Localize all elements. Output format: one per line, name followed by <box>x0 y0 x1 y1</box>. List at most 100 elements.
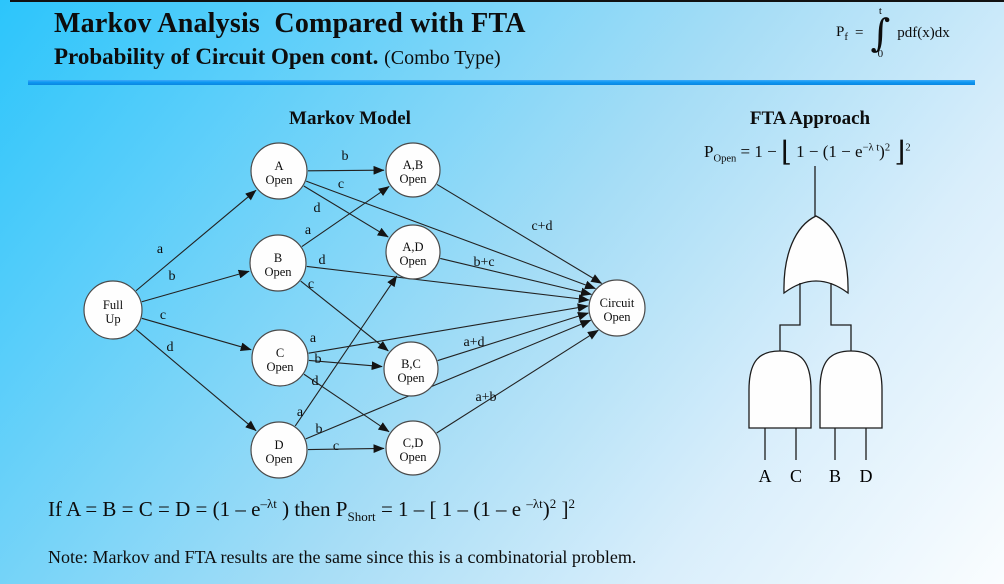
markov-edge-c-bc <box>308 359 383 371</box>
markov-edge-label: b <box>169 269 176 284</box>
markov-edge-bc-circuit <box>437 311 589 362</box>
slide-title: Markov Analysis Compared with FTA <box>54 8 526 39</box>
formula-segment: 2 <box>549 496 557 511</box>
markov-node-label: Open <box>397 371 425 385</box>
markov-edge-label: b <box>342 149 349 164</box>
markov-node-label: Open <box>265 452 293 466</box>
gate-input-label-a: A <box>759 466 772 486</box>
markov-edge-c-circuit <box>308 303 589 354</box>
markov-node-label: A,B <box>403 158 424 172</box>
markov-edge-c-cd <box>303 373 390 433</box>
markov-edge-ad-circuit <box>440 257 592 297</box>
markov-edge-label: c+d <box>531 219 552 234</box>
markov-node-label: B <box>274 251 282 265</box>
integral-upper-limit: t <box>878 5 882 17</box>
markov-edge-full-d <box>135 328 257 432</box>
markov-node-label: Open <box>603 310 631 324</box>
markov-edge-b-ab <box>301 185 390 248</box>
markov-edge-b-bc <box>300 280 389 352</box>
formula-segment: –λt <box>526 496 543 511</box>
formula-segment: ] <box>556 497 569 521</box>
markov-edge-a-ad <box>303 185 389 238</box>
pf-integrand: pdf(x)dx <box>897 24 950 41</box>
markov-edge-full-a <box>135 189 257 292</box>
markov-edge-label: c <box>160 308 166 323</box>
or-to-and-left-wire <box>779 283 801 352</box>
or-gate-icon <box>783 215 849 295</box>
formula-segment: ⌋ <box>894 136 906 168</box>
formula-segment: −λ t <box>862 142 880 154</box>
markov-edge-label: d <box>312 374 319 389</box>
markov-edge-label: a <box>310 331 317 346</box>
formula-segment: 2 <box>905 142 911 154</box>
fta-gate-tree: A C B D <box>748 166 883 486</box>
markov-node-cd <box>385 420 441 476</box>
pf-formula: Pf = t ∫ 0 pdf(x)dx <box>836 6 950 60</box>
formula-segment: ⌊ <box>780 136 792 168</box>
markov-edge-label: a+b <box>475 390 496 405</box>
integral-icon: ∫ <box>870 11 891 55</box>
markov-edge-label: c <box>333 439 339 454</box>
integral-lower-limit: 0 <box>877 48 884 61</box>
markov-node-a <box>250 142 308 200</box>
formula-segment: Open <box>713 153 737 165</box>
formula-segment: 2 <box>884 142 891 154</box>
fta-popen-formula: POpen = 1 − ⌊ 1 − (1 − e−λ t)2 ⌋2 <box>704 138 911 166</box>
markov-edge-d-cd <box>307 444 385 453</box>
markov-node-label: A <box>274 159 283 173</box>
gate-input-label-c: C <box>790 466 802 486</box>
markov-edge-label: d <box>167 340 174 355</box>
markov-node-label: Open <box>399 172 427 186</box>
markov-node-label: Open <box>266 360 294 374</box>
markov-node-label: A,D <box>402 240 423 254</box>
markov-node-bc <box>383 341 439 397</box>
formula-segment: Short <box>347 509 376 525</box>
markov-edge-label: a+d <box>463 335 484 350</box>
and-gate-left-icon <box>748 350 812 429</box>
formula-segment: = 1 − <box>736 142 781 161</box>
markov-edge-b-circuit <box>306 265 590 304</box>
markov-node-label: Up <box>105 312 120 326</box>
formula-segment: ) then P <box>276 497 348 521</box>
pf-symbol: Pf <box>836 23 849 43</box>
markov-node-label: Open <box>265 173 293 187</box>
markov-edge-full-c <box>141 317 252 352</box>
markov-node-label: Open <box>399 254 427 268</box>
slide-subtitle: Probability of Circuit Open cont. (Combo… <box>54 44 501 70</box>
markov-edge-label: b <box>315 352 322 367</box>
bottom-if-formula: If A = B = C = D = (1 – e–λt ) then PSho… <box>48 496 575 525</box>
markov-node-label: Circuit <box>600 296 635 310</box>
note-text: Note: Markov and FTA results are the sam… <box>48 547 637 567</box>
markov-node-d <box>250 421 308 479</box>
markov-node-b <box>249 234 307 292</box>
and-gate-right-icon <box>819 350 883 429</box>
markov-node-label: B,C <box>401 357 421 371</box>
markov-edge-label: a <box>157 242 164 257</box>
markov-edge-label: a <box>305 223 312 238</box>
markov-edge-ab-circuit <box>436 183 603 284</box>
markov-edge-d-circuit <box>305 319 592 440</box>
markov-node-ad <box>385 224 441 280</box>
markov-node-ab <box>385 142 441 198</box>
markov-node-label: Open <box>399 450 427 464</box>
subtitle-bold: Probability of Circuit Open cont. <box>54 44 385 69</box>
markov-edge-d-ad <box>294 275 398 427</box>
integral-group: t ∫ 0 <box>870 6 890 60</box>
markov-edge-label: c <box>308 277 314 292</box>
markov-node-label: Full <box>103 298 124 312</box>
markov-node-full <box>83 280 143 340</box>
formula-segment: 1 − (1 − e <box>791 142 863 161</box>
markov-edge-full-b <box>141 269 250 303</box>
markov-edge-label: b+c <box>473 255 494 270</box>
formula-segment: ) <box>879 142 885 161</box>
markov-node-label: Open <box>264 265 292 279</box>
markov-edge-label: d <box>319 253 326 268</box>
subtitle-suffix: (Combo Type) <box>384 47 501 69</box>
formula-segment: –λt <box>260 496 277 511</box>
markov-node-label: D <box>274 438 283 452</box>
markov-node-circuit <box>588 279 646 337</box>
markov-edge-a-ab <box>307 165 385 175</box>
markov-model-heading: Markov Model <box>289 108 411 129</box>
